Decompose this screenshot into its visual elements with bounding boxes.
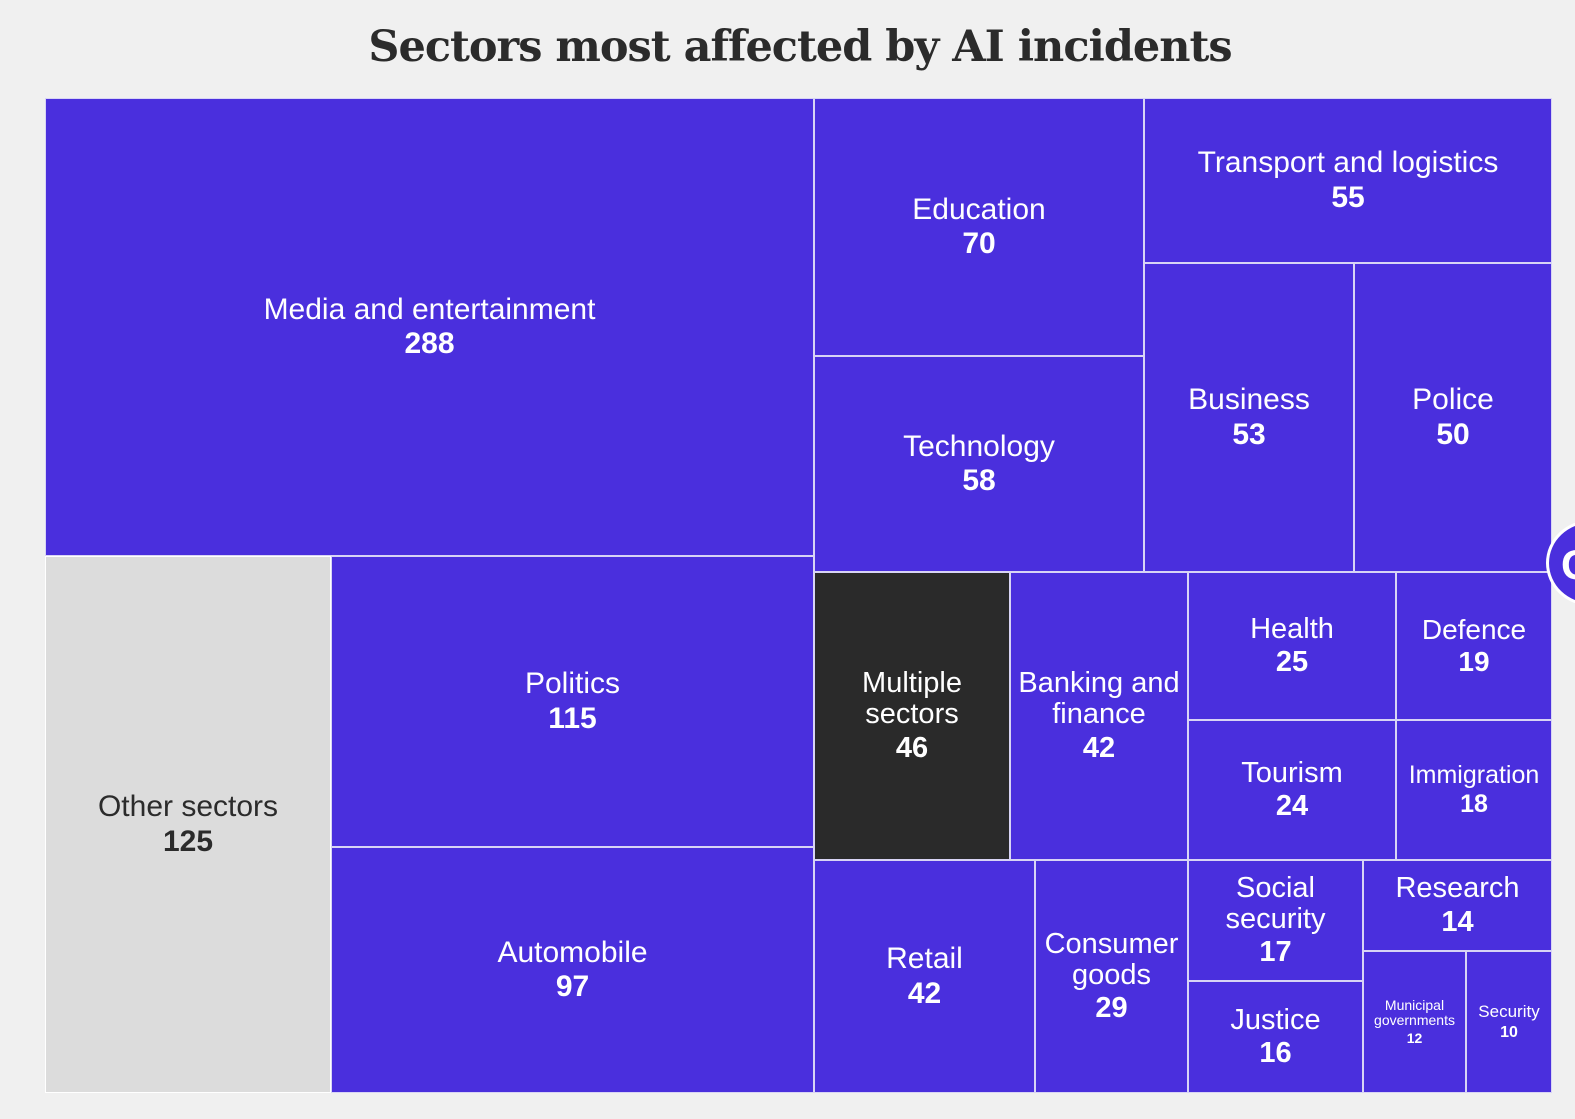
- tile-politics[interactable]: Politics 115: [331, 556, 814, 847]
- tile-automobile[interactable]: Automobile 97: [331, 847, 814, 1093]
- tile-value: 46: [895, 731, 929, 764]
- tile-business[interactable]: Business 53: [1144, 263, 1354, 572]
- chart-title: Sectors most affected by AI incidents: [368, 22, 1232, 72]
- tile-value: 16: [1259, 1037, 1292, 1069]
- tile-value: 19: [1458, 646, 1490, 677]
- tile-value: 42: [907, 976, 942, 1010]
- tile-consumer-goods[interactable]: Consumer goods 29: [1035, 860, 1188, 1093]
- tile-value: 115: [548, 701, 597, 735]
- tile-immigration[interactable]: Immigration 18: [1396, 720, 1552, 860]
- tile-label: Multiple sectors: [862, 667, 962, 731]
- tile-retail[interactable]: Retail 42: [814, 860, 1035, 1093]
- tile-value: 55: [1331, 180, 1365, 214]
- tile-value: 50: [1436, 417, 1470, 451]
- tile-label: Technology: [903, 429, 1055, 463]
- tile-education[interactable]: Education 70: [814, 98, 1144, 356]
- tile-health[interactable]: Health 25: [1188, 572, 1396, 720]
- tile-justice[interactable]: Justice 16: [1188, 981, 1363, 1093]
- tile-value: 42: [1082, 731, 1116, 764]
- tile-value: 53: [1232, 417, 1266, 451]
- tile-value: 24: [1275, 790, 1309, 822]
- tile-label: Research: [1395, 872, 1520, 905]
- tile-label: Municipal governments: [1374, 997, 1455, 1029]
- tile-value: 29: [1095, 992, 1128, 1025]
- tile-label: Banking and finance: [1018, 667, 1180, 731]
- tile-tourism[interactable]: Tourism 24: [1188, 720, 1396, 860]
- tile-label: Education: [912, 192, 1046, 226]
- tile-label: Social security: [1225, 871, 1326, 935]
- tile-label: Justice: [1230, 1003, 1321, 1036]
- tile-multiple-sectors[interactable]: Multiple sectors 46: [814, 572, 1010, 860]
- tile-value: 14: [1441, 905, 1474, 938]
- tile-value: 17: [1259, 936, 1292, 969]
- tile-social-security[interactable]: Social security 17: [1188, 860, 1363, 981]
- tile-value: 12: [1406, 1029, 1423, 1046]
- tile-media-and-entertainment[interactable]: Media and entertainment 288: [45, 98, 814, 556]
- tile-defence[interactable]: Defence 19: [1396, 572, 1552, 720]
- tile-police[interactable]: Police 50: [1354, 263, 1552, 572]
- tile-label: Retail: [886, 942, 963, 976]
- tile-value: 97: [555, 970, 590, 1003]
- tile-security[interactable]: Security 10: [1466, 951, 1552, 1093]
- tile-value: 18: [1460, 790, 1488, 818]
- tile-label: Immigration: [1408, 761, 1540, 789]
- tile-label: Media and entertainment: [263, 292, 596, 326]
- tile-value: 10: [1500, 1023, 1518, 1041]
- tile-label: Transport and logistics: [1197, 146, 1499, 180]
- tile-label: Automobile: [497, 935, 648, 969]
- tile-banking-and-finance[interactable]: Banking and finance 42: [1010, 572, 1188, 860]
- tile-label: Police: [1412, 383, 1494, 417]
- tile-label: Defence: [1421, 613, 1527, 645]
- tile-value: 70: [962, 227, 996, 260]
- tile-label: Security: [1478, 1002, 1540, 1022]
- tile-value: 25: [1275, 646, 1309, 678]
- tile-value: 125: [162, 824, 214, 858]
- tile-value: 288: [404, 327, 455, 360]
- tile-transport-and-logistics[interactable]: Transport and logistics 55: [1144, 98, 1552, 263]
- tile-label: Other sectors: [97, 790, 279, 824]
- tile-label: Consumer goods: [1044, 927, 1179, 991]
- tile-municipal-governments[interactable]: Municipal governments 12: [1363, 951, 1466, 1093]
- tile-label: Tourism: [1241, 756, 1343, 789]
- tile-research[interactable]: Research 14: [1363, 860, 1552, 951]
- tile-label: Business: [1188, 383, 1310, 417]
- tile-label: Politics: [524, 667, 621, 701]
- tile-technology[interactable]: Technology 58: [814, 356, 1144, 572]
- tile-other-sectors[interactable]: Other sectors 125: [45, 556, 331, 1093]
- tile-label: Health: [1250, 612, 1334, 645]
- tile-value: 58: [962, 464, 996, 497]
